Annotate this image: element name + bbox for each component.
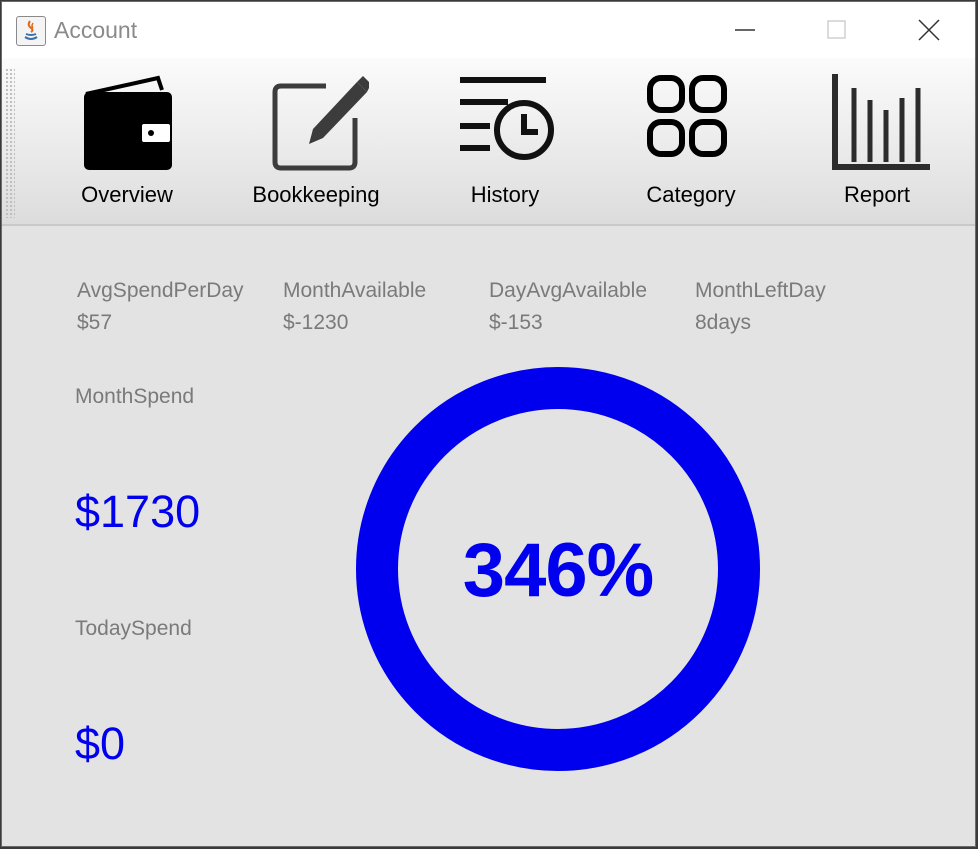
month-left-day-value: 8days bbox=[695, 311, 752, 334]
toolbar-report-label: Report bbox=[843, 182, 911, 207]
maximize-button[interactable] bbox=[814, 6, 860, 54]
today-spend-label: TodaySpend bbox=[75, 617, 192, 640]
toolbar-history-label: History bbox=[470, 182, 540, 207]
progress-ring-fill bbox=[356, 367, 760, 771]
month-spend-value: $1730 bbox=[75, 486, 201, 537]
java-app-icon bbox=[16, 16, 46, 46]
toolbar-report-button[interactable]: Report bbox=[797, 68, 957, 218]
title-bar: Account bbox=[2, 2, 975, 58]
window-title: Account bbox=[54, 17, 138, 43]
spend-progress-ring bbox=[356, 367, 760, 771]
avg-spend-per-day-label: AvgSpendPerDay bbox=[77, 279, 244, 302]
minimize-button[interactable] bbox=[722, 6, 768, 54]
today-spend-value: $0 bbox=[75, 718, 126, 769]
month-spend-label: MonthSpend bbox=[75, 385, 195, 408]
toolbar-bookkeeping-label: Bookkeeping bbox=[252, 182, 380, 207]
bar-chart-icon bbox=[832, 74, 930, 170]
category-grid-icon bbox=[647, 75, 727, 157]
month-available-label: MonthAvailable bbox=[283, 279, 427, 302]
history-icon bbox=[460, 77, 554, 160]
close-button[interactable] bbox=[906, 6, 952, 54]
maximize-icon bbox=[827, 20, 846, 39]
toolbar-overview-button[interactable]: Overview bbox=[47, 68, 207, 218]
toolbar-overview-label: Overview bbox=[81, 182, 173, 207]
toolbar-category-label: Category bbox=[646, 182, 736, 207]
toolbar-bookkeeping-button[interactable]: Bookkeeping bbox=[236, 68, 396, 218]
close-icon bbox=[918, 19, 940, 41]
toolbar-history-button[interactable]: History bbox=[425, 68, 585, 218]
spend-progress-percent: 346% bbox=[462, 528, 654, 613]
edit-icon bbox=[272, 76, 369, 171]
month-available-value: $-1230 bbox=[283, 311, 349, 334]
toolbar-drag-handle[interactable] bbox=[5, 68, 15, 218]
day-avg-available-value: $-153 bbox=[489, 311, 543, 334]
minimize-icon bbox=[735, 29, 755, 31]
wallet-icon bbox=[84, 75, 172, 170]
month-left-day-label: MonthLeftDay bbox=[695, 279, 826, 302]
toolbar-category-button[interactable]: Category bbox=[611, 68, 771, 218]
day-avg-available-label: DayAvgAvailable bbox=[489, 279, 647, 302]
main-toolbar: Overview Bookkeeping History bbox=[2, 58, 975, 226]
avg-spend-per-day-value: $57 bbox=[77, 311, 113, 334]
